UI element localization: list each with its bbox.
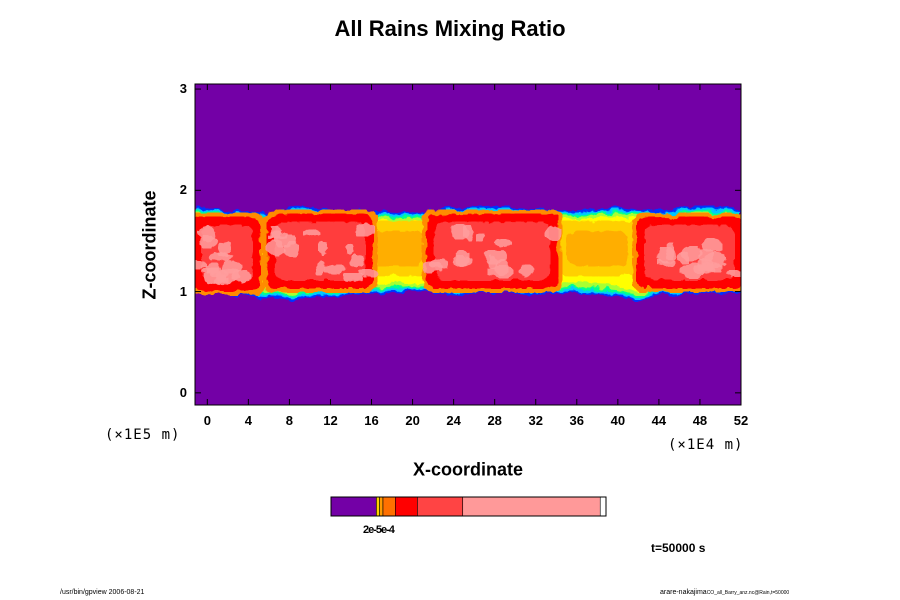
rain-peak-patch (724, 270, 741, 277)
colorbar-segment (376, 496, 380, 517)
x-tick-label: 32 (528, 413, 543, 428)
rain-peak-patch (455, 250, 470, 267)
rain-peak-patch (318, 240, 328, 256)
rain-peak-patch (676, 251, 689, 265)
rain-peak-patch (345, 243, 354, 255)
rain-peak-patch (463, 225, 474, 242)
y-axis-label: Z-coordinate (139, 190, 160, 300)
colorbar-segment (417, 496, 464, 517)
rain-peak-patch (656, 247, 676, 264)
colorbar-segment (462, 496, 601, 517)
rain-peak-patch (494, 239, 512, 248)
rain-moderate-zone-inner (566, 230, 629, 267)
rain-peak-patch (487, 265, 514, 279)
rain-peak-patch (343, 273, 363, 283)
rain-peak-patch (217, 250, 231, 258)
footer-right-author: arare-nakajima (660, 589, 707, 596)
rain-peak-patch (357, 269, 380, 278)
colorbar-segment (395, 496, 418, 517)
y-axis-unit: (×1E5 m) (105, 427, 181, 443)
rain-peak-patch (518, 264, 536, 278)
x-tick-label: 44 (651, 413, 667, 428)
x-axis-label: X-coordinate (412, 459, 524, 480)
time-label: t=50000 s (651, 541, 706, 555)
rain-peak-patch (354, 222, 375, 237)
x-tick-label: 4 (244, 413, 252, 428)
y-tick-label: 2 (179, 182, 187, 198)
rain-peak-patch (198, 235, 219, 249)
rain-moderate-zone-inner (371, 230, 424, 267)
x-tick-label: 16 (364, 413, 379, 428)
x-tick-label: 40 (610, 413, 626, 428)
colorbar-segment (379, 496, 384, 517)
x-tick-label: 12 (323, 413, 338, 428)
rain-peak-patch (349, 253, 365, 268)
footer-right-file: CO_all_Barry_anz.nc@Rain,t=50000 (706, 590, 790, 596)
plot-frame (194, 83, 742, 406)
rain-peak-patch (269, 226, 282, 239)
footer-left: /usr/bin/gpview 2006-08-21 (60, 589, 145, 596)
rain-peak-patch (421, 261, 443, 274)
rain-peak-patch (693, 264, 716, 275)
chart-title: All Rains Mixing Ratio (334, 16, 566, 41)
x-tick-label: 0 (203, 413, 211, 428)
rain-peak-patch (544, 225, 562, 241)
rain-peak-patch (476, 233, 486, 242)
rain-peak-patch (284, 241, 299, 258)
rain-peak-patch (314, 260, 326, 276)
colorbar-segment (382, 496, 396, 517)
rain-peak-patch (218, 241, 231, 254)
x-tick-label: 52 (733, 413, 749, 428)
rain-peak-patch (303, 228, 321, 236)
x-tick-label: 8 (285, 413, 294, 428)
colorbar-tick-label: 2e-5e-4 (363, 524, 395, 536)
colorbar-segment (330, 496, 377, 517)
rain-peak-patch (230, 270, 252, 284)
y-tick-label: 1 (179, 283, 187, 299)
axis-ticks (195, 84, 742, 405)
rain-peak-patch (202, 270, 226, 285)
x-tick-label: 48 (692, 413, 708, 428)
x-tick-label: 20 (405, 413, 420, 428)
rain-layer (195, 205, 741, 302)
rain-peak-patch (487, 253, 498, 269)
x-tick-label: 24 (446, 413, 461, 428)
colorbar-frame (330, 496, 607, 517)
x-axis-unit: (×1E4 m) (668, 437, 744, 453)
y-tick-label: 3 (179, 81, 187, 97)
rain-peak-patch (324, 264, 348, 275)
footer-right: arare-nakajimaCO_all_Barry_anz.nc@Rain,t… (660, 589, 789, 596)
x-tick-label: 28 (487, 413, 502, 428)
y-tick-label: 0 (179, 384, 187, 400)
x-tick-label: 36 (569, 413, 585, 428)
rain-peak-patch (700, 238, 723, 252)
colorbar (330, 496, 607, 517)
rain-peak-patch (195, 260, 207, 270)
